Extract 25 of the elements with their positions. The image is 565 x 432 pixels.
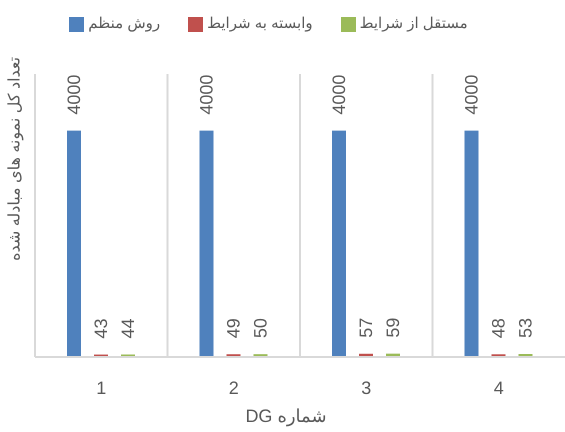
x-tick-label: 2 [228, 378, 239, 398]
data-label: 48 [488, 318, 508, 338]
data-label: 4000 [462, 74, 482, 115]
data-label: 43 [91, 318, 111, 339]
data-label: 59 [383, 318, 403, 338]
legend-label: وابسته به شرایط [207, 15, 313, 32]
data-label: 4000 [196, 74, 216, 115]
x-tick-label: 4 [494, 378, 504, 398]
y-axis-title: تعداد کل نمونه های مبادله شده [6, 56, 24, 261]
data-label: 57 [356, 318, 376, 338]
data-label: 4000 [329, 74, 349, 115]
x-axis-title: شماره DG [245, 406, 327, 427]
x-tick-label: 3 [361, 378, 372, 398]
bar [200, 130, 214, 357]
data-label: 53 [516, 318, 536, 338]
legend-label: مستقل از شرایط [360, 15, 468, 32]
x-tick-label: 1 [96, 378, 106, 398]
legend-label: روش منظم [88, 15, 160, 32]
data-label: 50 [250, 318, 270, 338]
data-label: 4000 [64, 74, 84, 115]
bar [332, 130, 346, 357]
bar [67, 130, 81, 357]
data-label: 44 [118, 318, 138, 339]
bar [464, 130, 478, 357]
data-label: 49 [224, 318, 244, 338]
